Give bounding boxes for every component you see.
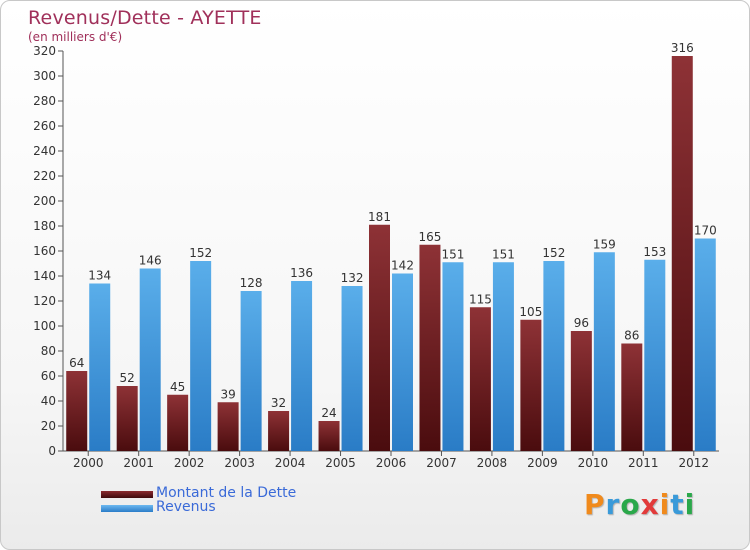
bar-debt-2003: [217, 402, 239, 451]
y-tick-label: 240: [33, 144, 56, 158]
y-tick-label: 20: [41, 419, 56, 433]
data-label-revenue-2008: 151: [492, 247, 515, 261]
y-tick-label: 80: [41, 344, 56, 358]
bar-revenue-2004: [291, 281, 313, 451]
bar-debt-2007: [419, 244, 441, 451]
y-tick-label: 320: [33, 44, 56, 58]
y-tick-label: 180: [33, 219, 56, 233]
bar-debt-2006: [369, 224, 390, 451]
x-tick-label-2009: 2009: [527, 456, 558, 470]
data-label-revenue-2012: 170: [694, 224, 717, 238]
y-tick-label: 100: [33, 319, 56, 333]
data-label-debt-2001: 52: [120, 371, 135, 385]
data-label-debt-2009: 105: [519, 305, 542, 319]
data-label-revenue-2009: 152: [542, 246, 565, 260]
bar-revenue-2010: [593, 252, 615, 451]
legend-label-debt: Montant de la Dette: [156, 485, 297, 501]
y-tick-label: 140: [33, 269, 56, 283]
data-label-debt-2004: 32: [271, 396, 286, 410]
data-label-revenue-2007: 151: [442, 247, 465, 261]
y-tick-label: 60: [41, 369, 56, 383]
chart-title: Revenus/Dette - AYETTE: [28, 7, 262, 29]
data-label-revenue-2003: 128: [240, 276, 263, 290]
bar-debt-2000: [66, 371, 88, 451]
x-tick-label-2007: 2007: [426, 456, 457, 470]
data-label-revenue-2005: 132: [341, 271, 364, 285]
legend-label-revenue: Revenus: [156, 499, 216, 515]
x-tick-label-2011: 2011: [628, 456, 659, 470]
bar-revenue-2008: [492, 262, 514, 451]
x-tick-label-2008: 2008: [477, 456, 508, 470]
data-label-revenue-2000: 134: [88, 269, 111, 283]
x-tick-label-2010: 2010: [578, 456, 609, 470]
bar-revenue-2000: [89, 283, 111, 451]
bar-revenue-2002: [190, 261, 212, 451]
data-label-revenue-2010: 159: [593, 237, 616, 251]
x-tick-label-2001: 2001: [123, 456, 154, 470]
y-tick-label: 120: [33, 294, 56, 308]
bar-debt-2012: [671, 56, 693, 451]
legend-swatch-debt: [101, 491, 153, 498]
data-label-debt-2006: 181: [368, 210, 391, 224]
data-label-debt-2007: 165: [419, 230, 442, 244]
legend-swatch-revenue: [101, 505, 153, 512]
x-tick-label-2000: 2000: [73, 456, 104, 470]
bar-revenue-2012: [694, 238, 716, 451]
bar-revenue-2005: [341, 286, 363, 451]
data-label-debt-2003: 39: [220, 387, 235, 401]
bar-debt-2010: [570, 331, 592, 451]
data-label-revenue-2004: 136: [290, 266, 313, 280]
y-tick-label: 160: [33, 244, 56, 258]
y-tick-label: 0: [48, 444, 56, 458]
proxiti-logo: Proxiti: [584, 488, 696, 521]
bar-revenue-2003: [240, 291, 262, 451]
x-tick-label-2002: 2002: [174, 456, 205, 470]
x-tick-label-2005: 2005: [325, 456, 356, 470]
bar-debt-2011: [621, 343, 643, 451]
y-tick-label: 40: [41, 394, 56, 408]
y-tick-label: 220: [33, 169, 56, 183]
data-label-debt-2012: 316: [671, 41, 694, 55]
x-tick-label-2006: 2006: [376, 456, 407, 470]
bar-debt-2008: [469, 307, 491, 451]
chart-subtitle: (en milliers d'€): [28, 30, 123, 44]
data-label-revenue-2002: 152: [189, 246, 212, 260]
x-tick-label-2012: 2012: [678, 456, 709, 470]
data-label-debt-2008: 115: [469, 292, 492, 306]
data-label-debt-2010: 96: [574, 316, 589, 330]
data-label-debt-2002: 45: [170, 380, 185, 394]
bar-revenue-2011: [644, 259, 666, 451]
data-label-revenue-2011: 153: [643, 245, 666, 259]
x-tick-label-2003: 2003: [224, 456, 255, 470]
data-label-revenue-2001: 146: [139, 254, 162, 268]
bar-revenue-2007: [442, 262, 464, 451]
data-label-debt-2011: 86: [624, 329, 639, 343]
bar-debt-2009: [520, 319, 542, 451]
y-tick-label: 260: [33, 119, 56, 133]
y-tick-label: 280: [33, 94, 56, 108]
y-tick-label: 300: [33, 69, 56, 83]
bar-debt-2001: [116, 386, 138, 451]
x-tick-label-2004: 2004: [275, 456, 306, 470]
bar-debt-2002: [167, 394, 189, 451]
bar-revenue-2009: [543, 261, 565, 451]
y-tick-label: 200: [33, 194, 56, 208]
bar-revenue-2006: [392, 273, 413, 451]
data-label-debt-2000: 64: [69, 356, 84, 370]
data-label-revenue-2006: 142: [391, 259, 414, 273]
bar-debt-2005: [318, 421, 340, 451]
bar-debt-2004: [268, 411, 290, 451]
bar-revenue-2001: [139, 268, 161, 451]
data-label-debt-2005: 24: [321, 406, 336, 420]
